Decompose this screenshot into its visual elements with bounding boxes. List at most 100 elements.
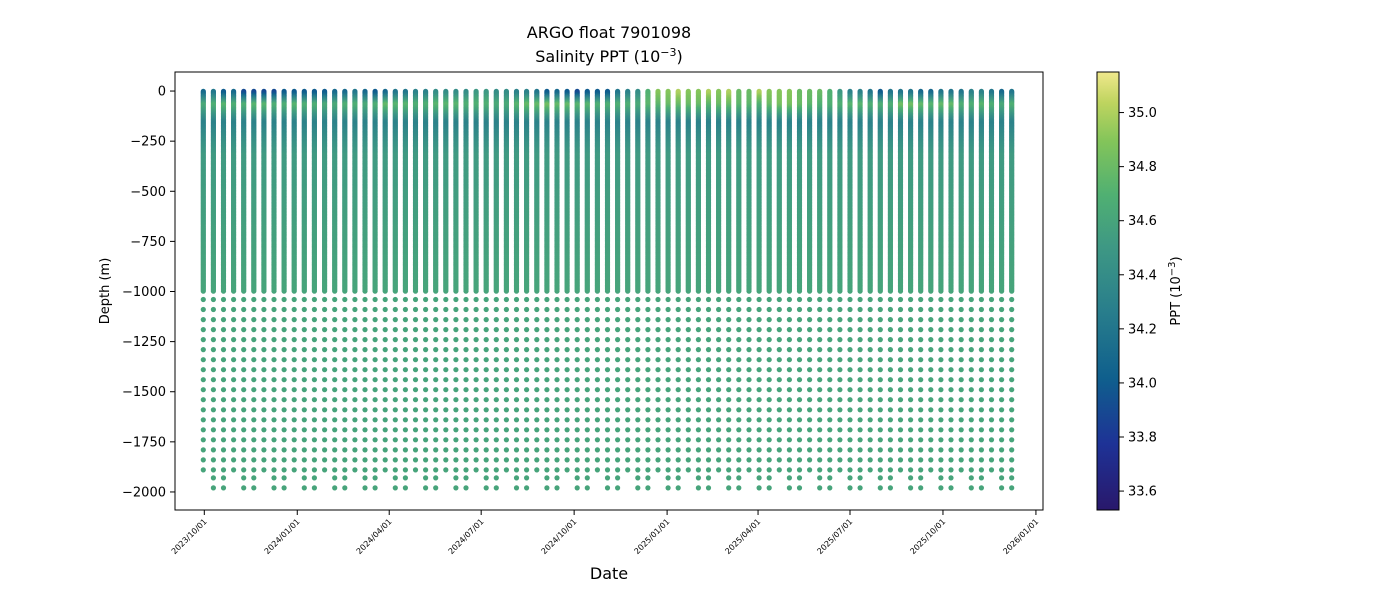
data-point bbox=[453, 457, 459, 463]
data-point bbox=[281, 485, 287, 491]
data-point bbox=[210, 317, 216, 323]
data-point bbox=[241, 457, 247, 463]
data-point bbox=[332, 447, 338, 453]
data-point bbox=[281, 296, 287, 303]
data-point bbox=[342, 306, 348, 313]
data-point bbox=[241, 347, 247, 353]
data-point bbox=[271, 475, 277, 481]
data-point bbox=[281, 357, 287, 363]
data-point bbox=[382, 417, 388, 423]
data-point bbox=[443, 417, 449, 423]
data-point bbox=[392, 288, 398, 294]
data-point bbox=[342, 437, 348, 443]
data-point bbox=[291, 387, 297, 393]
data-point bbox=[311, 306, 317, 313]
data-point bbox=[402, 306, 408, 313]
data-point bbox=[322, 377, 328, 383]
data-point bbox=[443, 377, 449, 383]
data-point bbox=[271, 437, 277, 443]
data-point bbox=[210, 437, 216, 443]
data-point bbox=[402, 357, 408, 363]
data-point bbox=[423, 357, 429, 363]
data-point bbox=[443, 407, 449, 413]
data-point bbox=[311, 357, 317, 363]
data-point bbox=[210, 387, 216, 393]
data-point bbox=[412, 387, 419, 393]
data-point bbox=[342, 357, 348, 363]
data-point bbox=[453, 397, 459, 403]
data-point bbox=[352, 347, 358, 353]
data-point bbox=[352, 437, 358, 443]
data-point bbox=[412, 457, 419, 463]
data-point bbox=[352, 397, 358, 403]
data-point bbox=[251, 447, 257, 453]
data-point bbox=[261, 397, 267, 403]
data-point bbox=[301, 457, 307, 463]
data-point bbox=[291, 427, 297, 433]
data-point bbox=[210, 417, 216, 423]
data-point bbox=[291, 437, 297, 443]
data-point bbox=[433, 397, 439, 403]
data-point bbox=[281, 437, 287, 443]
data-point bbox=[423, 447, 429, 453]
data-point bbox=[453, 407, 459, 413]
data-point bbox=[362, 327, 368, 333]
data-point bbox=[251, 337, 257, 343]
data-point bbox=[231, 437, 237, 443]
data-point bbox=[271, 407, 277, 413]
data-point bbox=[261, 467, 267, 473]
data-point bbox=[241, 387, 247, 393]
data-point bbox=[392, 485, 398, 491]
data-point bbox=[220, 437, 227, 443]
data-point bbox=[423, 296, 429, 303]
data-point bbox=[291, 407, 297, 413]
data-point bbox=[433, 377, 439, 383]
data-point bbox=[301, 288, 307, 294]
data-point bbox=[281, 407, 287, 413]
data-point bbox=[342, 296, 348, 303]
data-point bbox=[311, 437, 317, 443]
data-point bbox=[322, 347, 328, 353]
data-point bbox=[412, 296, 419, 303]
data-point bbox=[291, 377, 297, 383]
data-point bbox=[301, 327, 307, 333]
data-point bbox=[200, 337, 206, 343]
data-point bbox=[210, 306, 216, 313]
data-point bbox=[271, 377, 277, 383]
data-point bbox=[231, 296, 237, 303]
data-point bbox=[412, 447, 419, 453]
data-point bbox=[261, 306, 267, 313]
data-point bbox=[443, 288, 449, 294]
data-point bbox=[311, 377, 317, 383]
data-point bbox=[392, 337, 398, 343]
data-point bbox=[281, 306, 287, 313]
data-point bbox=[281, 387, 287, 393]
data-point bbox=[311, 447, 317, 453]
data-point bbox=[453, 296, 459, 303]
data-point bbox=[210, 397, 216, 403]
data-point bbox=[392, 427, 398, 433]
data-point bbox=[372, 327, 378, 333]
data-point bbox=[220, 357, 227, 363]
data-point bbox=[220, 475, 227, 481]
data-point bbox=[362, 467, 368, 473]
data-point bbox=[352, 296, 358, 303]
data-point bbox=[423, 347, 429, 353]
data-point bbox=[301, 337, 307, 343]
data-point bbox=[382, 317, 388, 323]
data-point bbox=[433, 457, 439, 463]
data-point bbox=[352, 357, 358, 363]
data-point bbox=[392, 417, 398, 423]
data-point bbox=[392, 317, 398, 323]
data-point bbox=[281, 337, 287, 343]
data-point bbox=[453, 437, 459, 443]
data-point bbox=[261, 327, 267, 333]
data-point bbox=[261, 377, 267, 383]
data-point bbox=[332, 387, 338, 393]
data-point bbox=[210, 288, 216, 294]
data-point bbox=[231, 447, 237, 453]
data-point bbox=[241, 467, 247, 473]
data-point bbox=[433, 347, 439, 353]
data-point bbox=[210, 327, 216, 333]
data-point bbox=[423, 467, 429, 473]
